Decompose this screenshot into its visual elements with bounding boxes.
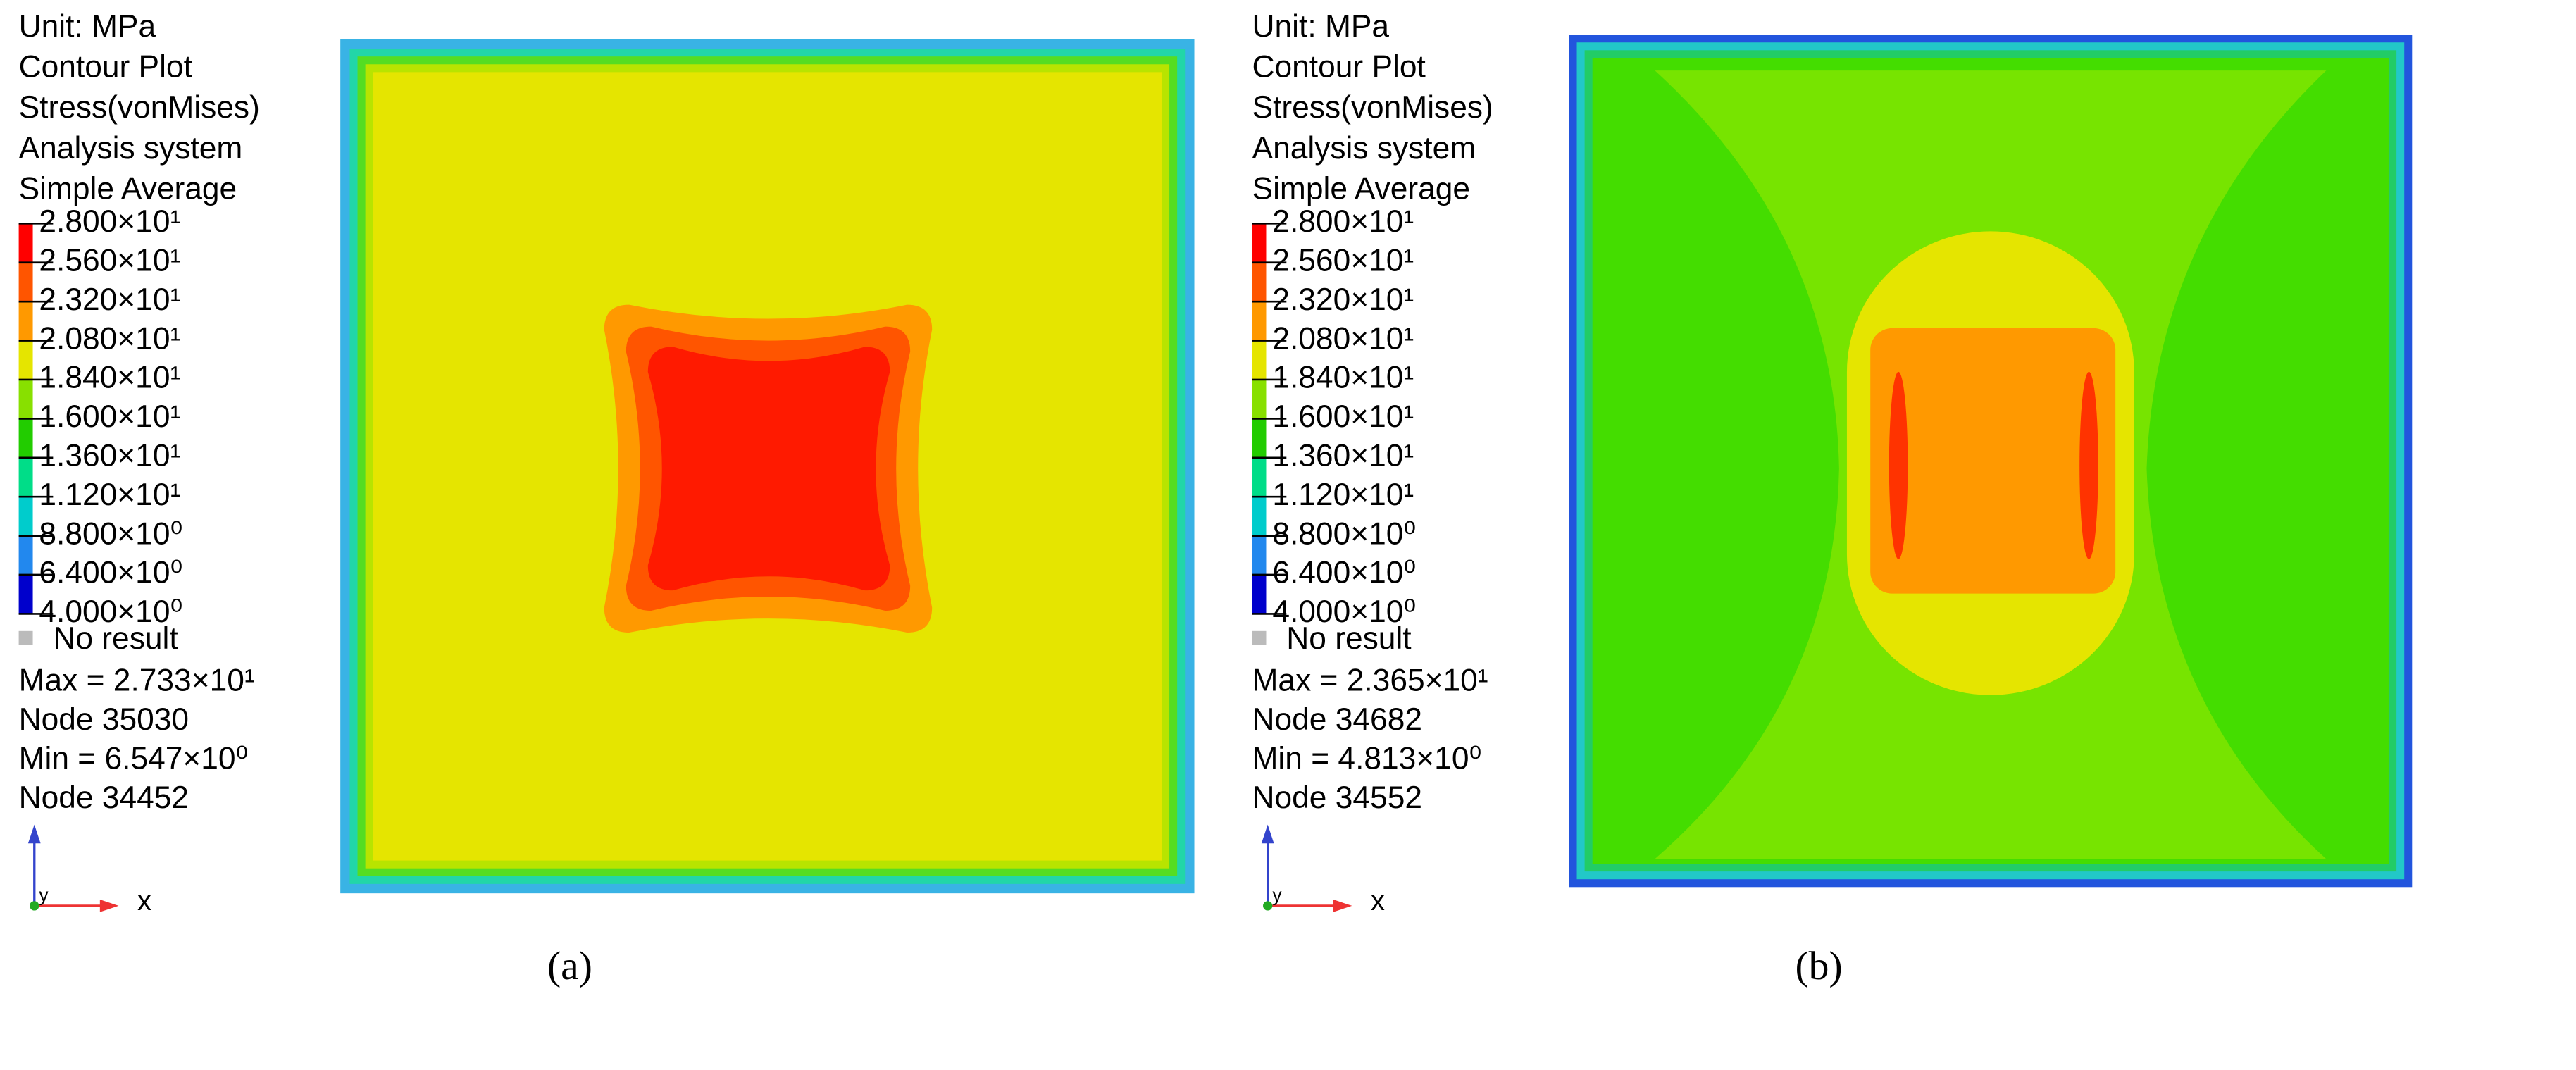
legend-header: Contour Plot (1252, 50, 1426, 85)
legend-level: 1.120×10¹ (39, 478, 180, 512)
contour-b (1569, 35, 2413, 888)
legend-swatch (18, 223, 33, 263)
legend-swatch (1252, 457, 1267, 497)
legend-swatch (1252, 379, 1267, 419)
stress-region (647, 347, 890, 591)
legend-swatch (1252, 575, 1267, 614)
legend-swatch (1252, 340, 1267, 380)
min-label: Min = 6.547×10⁰ (19, 741, 249, 776)
legend-level: 2.800×10¹ (1272, 204, 1414, 239)
no-result-label: No result (53, 621, 178, 656)
legend-swatch (18, 457, 33, 497)
axis-arrowhead (1261, 824, 1274, 844)
caption: (b) (1795, 944, 1842, 988)
max-label: Max = 2.733×10¹ (19, 664, 255, 698)
max-node: Node 35030 (19, 702, 189, 737)
red-region (2079, 371, 2098, 559)
legend-swatch (18, 418, 33, 458)
legend-swatch (18, 379, 33, 419)
legend-swatch (18, 340, 33, 380)
legend-level: 1.600×10¹ (1272, 399, 1414, 434)
min-label: Min = 4.813×10⁰ (1252, 741, 1482, 776)
legend-level: 8.800×10⁰ (1272, 516, 1416, 551)
legend-header: Analysis system (19, 131, 243, 166)
legend-level: 1.840×10¹ (39, 361, 180, 395)
legend-level: 1.360×10¹ (1272, 438, 1414, 473)
axis-y-label: y (39, 885, 49, 906)
legend-level: 2.080×10¹ (39, 321, 180, 356)
legend-swatch (1252, 223, 1267, 263)
legend-level: 8.800×10⁰ (39, 516, 182, 551)
axis-origin (1263, 901, 1273, 911)
legend-level: 2.560×10¹ (1272, 243, 1414, 278)
legend-header: Unit: MPa (1252, 9, 1390, 44)
max-node: Node 34682 (1252, 702, 1422, 737)
legend-level: 1.360×10¹ (39, 438, 180, 473)
min-node: Node 34452 (19, 780, 189, 815)
legend-swatch (1252, 535, 1267, 576)
legend-swatch (18, 575, 33, 614)
axis-arrowhead (1333, 900, 1352, 912)
legend: Unit: MPa Contour Plot Stress(vonMises) Ana… (19, 9, 260, 916)
orange-region (1870, 328, 2116, 594)
legend-level: 1.120×10¹ (1272, 478, 1414, 512)
no-result-swatch (1252, 630, 1267, 645)
contour-a (340, 39, 1195, 894)
axis-x-label: x (1371, 885, 1385, 916)
max-label: Max = 2.365×10¹ (1252, 664, 1488, 698)
legend-level: 6.400×10⁰ (1272, 556, 1416, 590)
legend-level: 2.320×10¹ (1272, 282, 1414, 317)
axis-y-label: y (1272, 885, 1282, 906)
axis-x-label: x (137, 885, 151, 916)
legend: Unit: MPa Contour Plot Stress(vonMises) Ana… (1252, 9, 1493, 916)
legend-header: Stress(vonMises) (1252, 90, 1493, 125)
legend-swatch (18, 535, 33, 576)
legend-swatch (1252, 497, 1267, 536)
legend-swatch (18, 497, 33, 536)
legend-level: 4.000×10⁰ (1272, 595, 1416, 629)
no-result-swatch (18, 630, 33, 645)
caption: (a) (547, 944, 592, 988)
legend-level: 2.080×10¹ (1272, 321, 1414, 356)
axis-arrowhead (27, 824, 41, 844)
legend-header: Contour Plot (19, 50, 192, 85)
legend-swatch (1252, 301, 1267, 341)
no-result-label: No result (1286, 621, 1411, 656)
legend-swatch (1252, 262, 1267, 302)
legend-level: 4.000×10⁰ (39, 595, 182, 629)
min-node: Node 34552 (1252, 780, 1422, 815)
legend-swatch (18, 301, 33, 341)
legend-header: Analysis system (1252, 131, 1476, 166)
legend-level: 2.560×10¹ (39, 243, 180, 278)
legend-level: 2.800×10¹ (39, 204, 180, 239)
legend-swatch (18, 262, 33, 302)
legend-header: Simple Average (1252, 171, 1471, 206)
legend-header: Simple Average (19, 171, 237, 206)
legend-level: 1.600×10¹ (39, 399, 180, 434)
legend-swatch (1252, 418, 1267, 458)
axis-arrowhead (99, 900, 119, 912)
axis-origin (30, 901, 39, 911)
legend-level: 6.400×10⁰ (39, 556, 182, 590)
legend-header: Unit: MPa (19, 9, 156, 44)
legend-level: 1.840×10¹ (1272, 361, 1414, 395)
legend-header: Stress(vonMises) (19, 90, 260, 125)
legend-level: 2.320×10¹ (39, 282, 180, 317)
red-region (1889, 371, 1908, 559)
